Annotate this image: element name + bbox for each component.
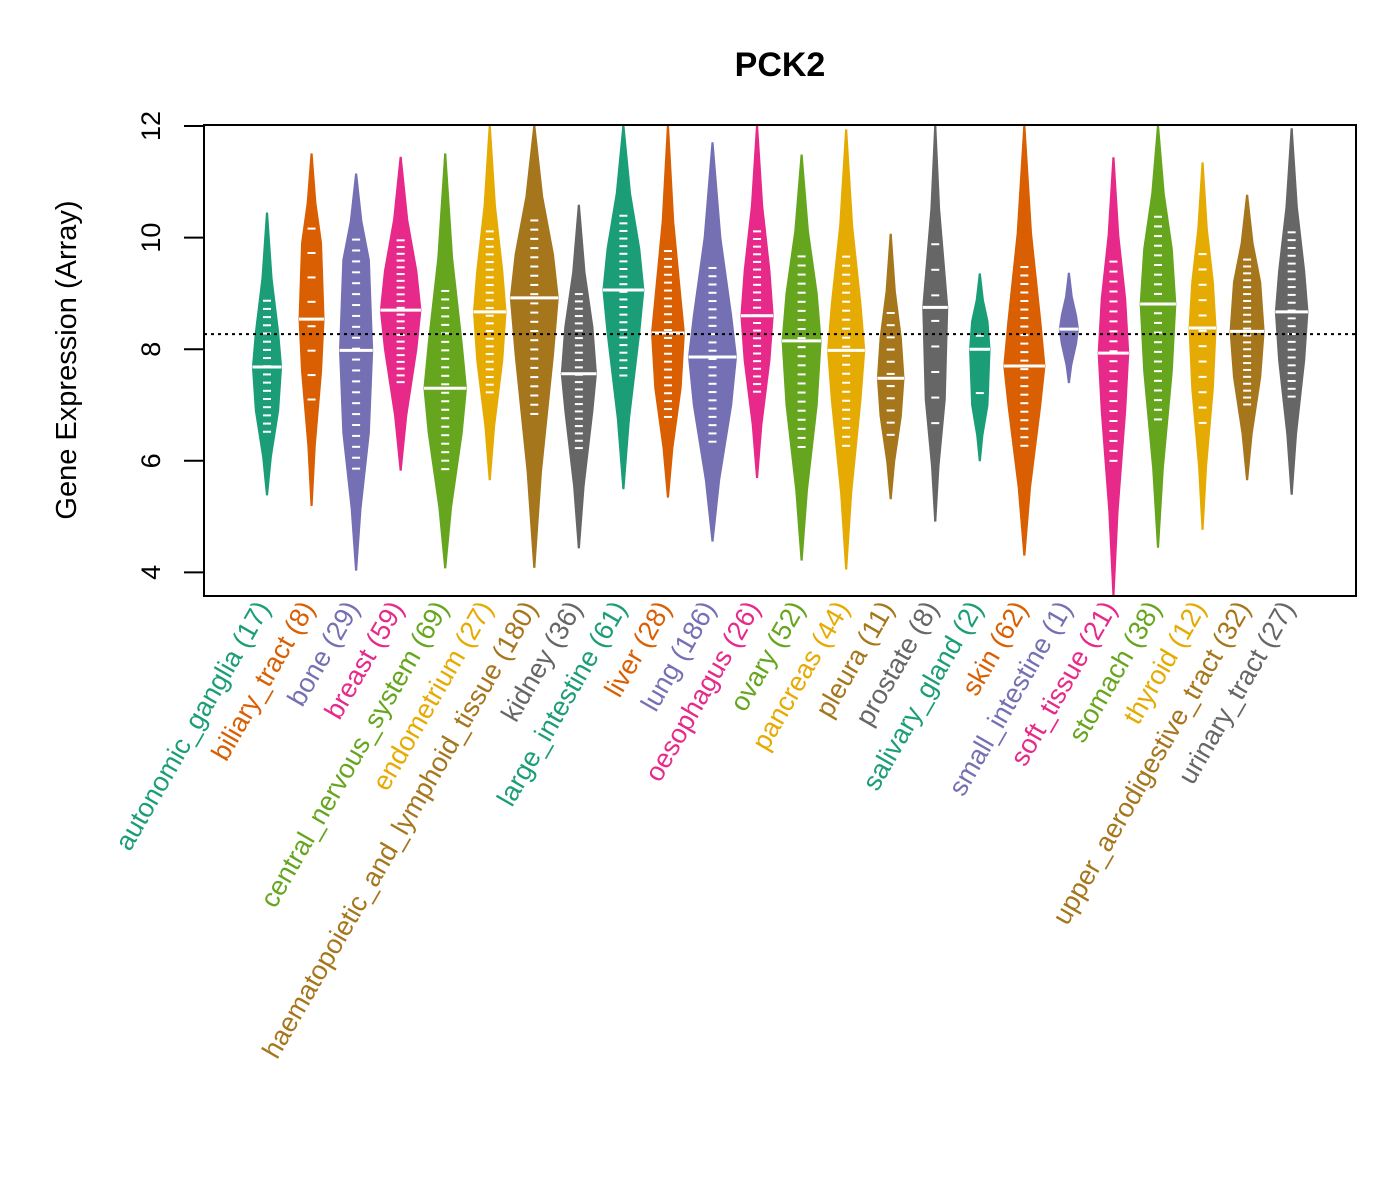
violin-soft_tissue [1097,157,1130,596]
violin-central_nervous_system [423,153,467,569]
violin-thyroid [1188,162,1217,530]
violin-prostate [922,125,949,522]
y-tick-label: 12 [136,111,166,141]
violin-stomach [1139,125,1177,548]
violin-kidney [560,204,597,549]
violin-ovary [781,154,822,561]
violin-urinary_tract [1274,128,1309,495]
violin-large_intestine [602,125,645,490]
violin-upper_aerodigestive_tract [1229,194,1265,481]
violin-salivary_gland [969,273,991,462]
violin-small_intestine [1058,272,1080,384]
x-axis-labels: autonomic_ganglia (17)biliary_tract (8)b… [109,596,1301,1063]
violin-breast [379,156,422,471]
violin-oesophagus [740,125,774,479]
y-tick-label: 4 [136,565,166,580]
plot-frame [203,124,1357,597]
violin-liver [650,125,685,498]
violin-skin [1003,125,1046,556]
y-tick-label: 8 [136,342,166,357]
violin-autonomic_ganglia [251,212,283,496]
violin-lung [687,142,738,542]
violin-bone [338,173,374,571]
violins [251,125,1309,596]
y-tick-label: 10 [136,223,166,253]
y-tick-label: 6 [136,453,166,468]
y-axis: 4 6 8 10 12 [136,111,204,580]
violin-endometrium [472,125,507,481]
violin-haematopoietic_and_lymphoid_tissue [509,125,559,568]
y-axis-label: Gene Expression (Array) [51,200,83,519]
violin-biliary_tract [298,153,325,506]
x-label-count: (27) [1247,596,1301,659]
violin-pancreas [827,129,866,570]
chart-title: PCK2 [735,46,826,84]
violin-pleura [876,233,905,500]
